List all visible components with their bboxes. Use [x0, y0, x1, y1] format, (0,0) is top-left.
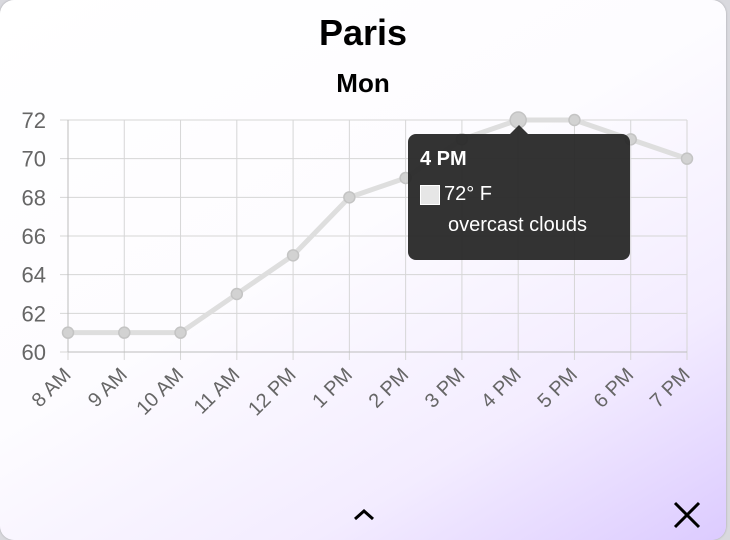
- y-tick-label: 62: [22, 301, 46, 326]
- x-tick-label: 5 PM: [533, 364, 582, 413]
- y-tick-label: 66: [22, 224, 46, 249]
- y-tick-label: 60: [22, 340, 46, 365]
- x-tick-label: 1 PM: [308, 364, 357, 413]
- data-point: [343, 191, 356, 204]
- city-title: Paris: [318, 12, 408, 53]
- x-tick-label: 12 PM: [244, 364, 300, 420]
- day-subtitle: Mon: [336, 68, 390, 98]
- data-point: [61, 326, 75, 339]
- tooltip-title: 4 PM: [420, 148, 467, 170]
- y-tick-label: 68: [22, 185, 46, 210]
- data-point: [286, 249, 300, 262]
- close-icon[interactable]: [672, 500, 702, 530]
- chevron-up-icon[interactable]: [352, 504, 376, 524]
- x-tick-label: 2 PM: [365, 364, 414, 413]
- data-point: [680, 152, 694, 165]
- x-tick-label: 4 PM: [477, 364, 526, 413]
- data-point: [174, 326, 187, 339]
- y-tick-label: 64: [22, 263, 46, 288]
- y-tick-label: 70: [22, 147, 46, 172]
- data-point: [118, 326, 131, 339]
- x-tick-label: 10 AM: [132, 364, 188, 420]
- tooltip-color-swatch: [420, 184, 440, 205]
- y-tick-label: 72: [22, 108, 46, 133]
- tooltip-value: 72° F: [444, 183, 493, 205]
- chart-tooltip: 4 PM 72° F overcast clouds: [408, 125, 630, 260]
- data-point: [568, 113, 581, 127]
- data-point: [230, 287, 244, 301]
- x-tick-label: 3 PM: [421, 364, 470, 413]
- x-tick-label: 8 AM: [28, 364, 76, 412]
- x-tick-label: 9 AM: [84, 364, 132, 412]
- x-tick-label: 7 PM: [646, 364, 695, 413]
- x-tick-label: 6 PM: [590, 364, 639, 413]
- temperature-line: [65, 117, 690, 336]
- x-tick-label: 11 AM: [190, 364, 245, 419]
- tooltip-description: overcast clouds: [448, 214, 587, 236]
